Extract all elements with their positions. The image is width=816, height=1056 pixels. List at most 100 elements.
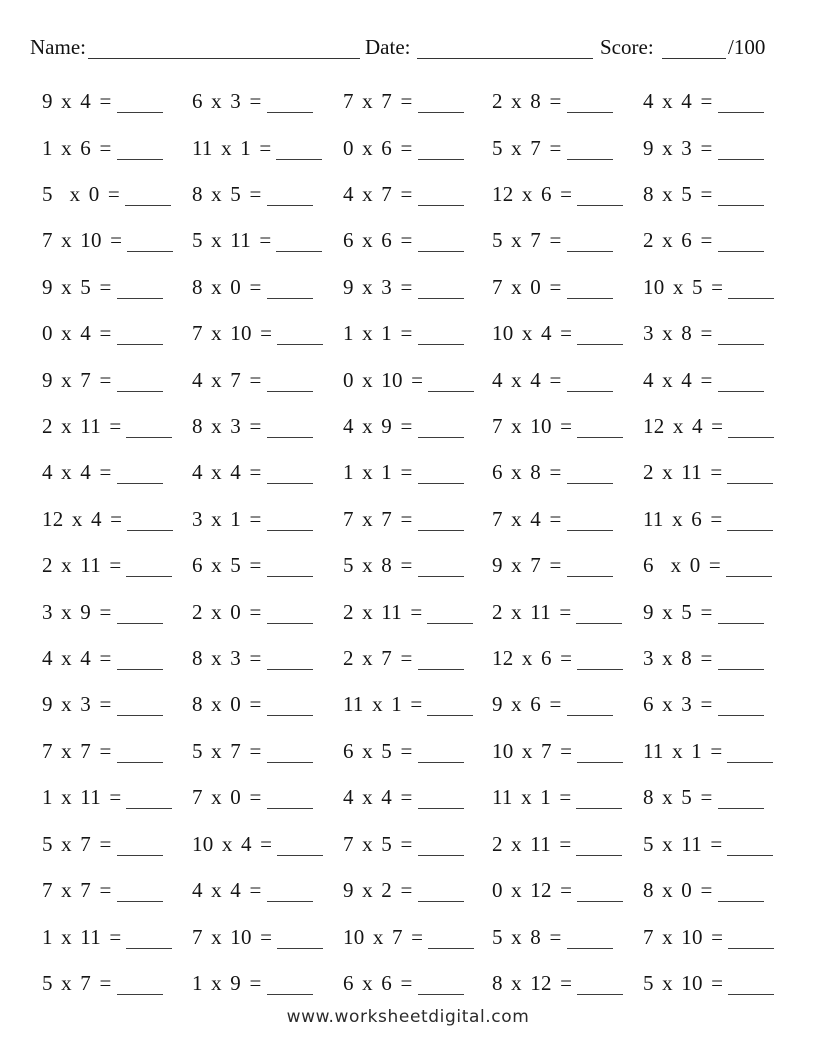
answer-blank[interactable] — [576, 609, 623, 624]
answer-blank[interactable] — [717, 330, 764, 346]
answer-blank[interactable] — [427, 701, 474, 717]
answer-blank[interactable] — [277, 934, 324, 949]
answer-blank[interactable] — [727, 841, 774, 856]
answer-blank[interactable] — [577, 887, 624, 903]
answer-blank[interactable] — [417, 98, 464, 114]
answer-blank[interactable] — [116, 655, 163, 671]
answer-blank[interactable] — [417, 330, 464, 346]
answer-blank[interactable] — [126, 794, 173, 810]
answer-blank[interactable] — [116, 377, 163, 392]
score-blank-line[interactable] — [662, 58, 726, 59]
answer-blank[interactable] — [428, 377, 475, 392]
answer-blank[interactable] — [727, 748, 774, 763]
answer-blank[interactable] — [427, 609, 474, 624]
answer-blank[interactable] — [717, 794, 764, 810]
answer-blank[interactable] — [266, 98, 313, 114]
answer-blank[interactable] — [266, 655, 313, 671]
answer-blank[interactable] — [126, 934, 173, 949]
answer-blank[interactable] — [266, 377, 313, 392]
answer-blank[interactable] — [266, 748, 313, 763]
answer-blank[interactable] — [417, 794, 464, 810]
answer-blank[interactable] — [417, 423, 464, 439]
answer-blank[interactable] — [266, 794, 313, 810]
answer-blank[interactable] — [577, 330, 624, 346]
answer-blank[interactable] — [126, 423, 173, 439]
answer-blank[interactable] — [116, 701, 163, 717]
answer-blank[interactable] — [727, 516, 774, 531]
answer-blank[interactable] — [277, 841, 324, 856]
answer-blank[interactable] — [116, 469, 163, 485]
answer-blank[interactable] — [725, 562, 772, 578]
answer-blank[interactable] — [728, 980, 775, 995]
answer-blank[interactable] — [428, 934, 475, 949]
answer-blank[interactable] — [566, 934, 613, 949]
answer-blank[interactable] — [728, 934, 775, 949]
answer-blank[interactable] — [566, 562, 613, 578]
answer-blank[interactable] — [417, 284, 464, 299]
answer-blank[interactable] — [116, 330, 163, 346]
answer-blank[interactable] — [417, 237, 464, 253]
answer-blank[interactable] — [417, 191, 464, 207]
answer-blank[interactable] — [266, 701, 313, 717]
answer-blank[interactable] — [124, 191, 171, 207]
answer-blank[interactable] — [566, 516, 613, 531]
date-blank-line[interactable] — [417, 58, 593, 59]
answer-blank[interactable] — [116, 145, 163, 160]
answer-blank[interactable] — [266, 887, 313, 903]
answer-blank[interactable] — [577, 748, 624, 763]
answer-blank[interactable] — [717, 887, 764, 903]
answer-blank[interactable] — [566, 237, 613, 253]
answer-blank[interactable] — [116, 841, 163, 856]
answer-blank[interactable] — [717, 237, 764, 253]
answer-blank[interactable] — [577, 655, 624, 671]
answer-blank[interactable] — [116, 284, 163, 299]
answer-blank[interactable] — [727, 469, 774, 485]
answer-blank[interactable] — [566, 377, 613, 392]
answer-blank[interactable] — [577, 423, 624, 439]
answer-blank[interactable] — [577, 191, 624, 207]
answer-blank[interactable] — [717, 191, 764, 207]
answer-blank[interactable] — [717, 145, 764, 160]
answer-blank[interactable] — [577, 980, 624, 995]
answer-blank[interactable] — [127, 237, 174, 253]
answer-blank[interactable] — [266, 516, 313, 531]
answer-blank[interactable] — [417, 980, 464, 995]
answer-blank[interactable] — [717, 701, 764, 717]
answer-blank[interactable] — [417, 562, 464, 578]
answer-blank[interactable] — [717, 655, 764, 671]
answer-blank[interactable] — [717, 98, 764, 114]
answer-blank[interactable] — [266, 980, 313, 995]
answer-blank[interactable] — [728, 284, 775, 299]
answer-blank[interactable] — [276, 237, 323, 253]
answer-blank[interactable] — [127, 516, 174, 531]
answer-blank[interactable] — [266, 562, 313, 578]
answer-blank[interactable] — [116, 748, 163, 763]
answer-blank[interactable] — [417, 887, 464, 903]
answer-blank[interactable] — [116, 887, 163, 903]
answer-blank[interactable] — [126, 562, 173, 578]
answer-blank[interactable] — [417, 516, 464, 531]
answer-blank[interactable] — [417, 469, 464, 485]
name-blank-line[interactable] — [88, 58, 360, 59]
answer-blank[interactable] — [116, 980, 163, 995]
answer-blank[interactable] — [417, 841, 464, 856]
answer-blank[interactable] — [566, 469, 613, 485]
answer-blank[interactable] — [116, 609, 163, 624]
answer-blank[interactable] — [566, 701, 613, 717]
answer-blank[interactable] — [717, 609, 764, 624]
answer-blank[interactable] — [116, 98, 163, 114]
answer-blank[interactable] — [566, 145, 613, 160]
answer-blank[interactable] — [277, 330, 324, 346]
answer-blank[interactable] — [728, 423, 775, 439]
answer-blank[interactable] — [717, 377, 764, 392]
answer-blank[interactable] — [266, 609, 313, 624]
answer-blank[interactable] — [576, 794, 623, 810]
answer-blank[interactable] — [266, 191, 313, 207]
answer-blank[interactable] — [266, 469, 313, 485]
answer-blank[interactable] — [417, 748, 464, 763]
answer-blank[interactable] — [266, 423, 313, 439]
answer-blank[interactable] — [566, 284, 613, 299]
answer-blank[interactable] — [566, 98, 613, 114]
answer-blank[interactable] — [576, 841, 623, 856]
answer-blank[interactable] — [417, 145, 464, 160]
